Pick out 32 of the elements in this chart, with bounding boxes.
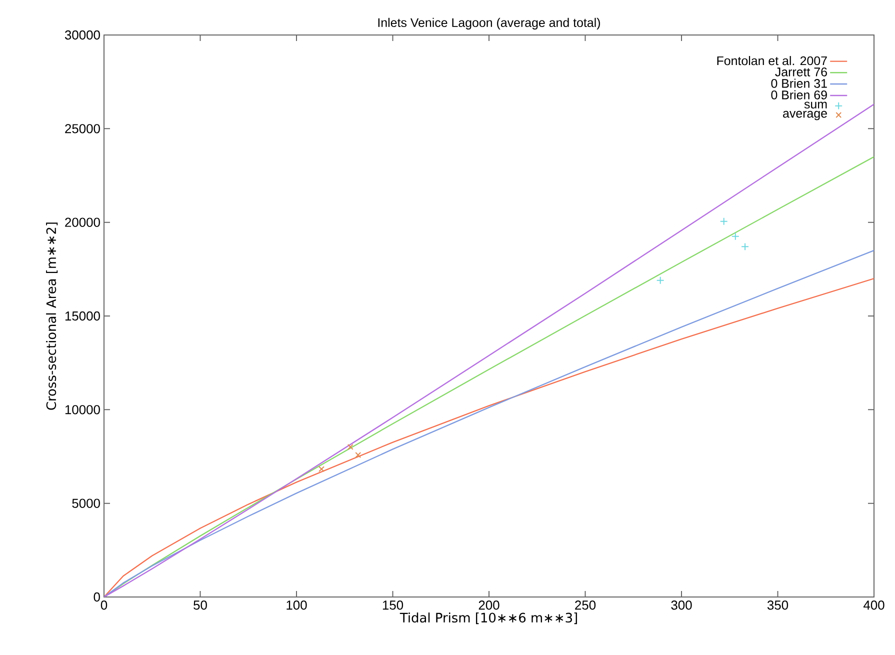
legend-label: 0 Brien 31 (771, 78, 827, 88)
point (656, 276, 664, 284)
x-axis-title: Tidal Prism [10∗∗6 m∗∗3] (400, 612, 577, 624)
y-tick-label: 5000 (72, 498, 100, 508)
legend-label: sum (804, 102, 827, 109)
x-tick-label: 50 (194, 600, 207, 610)
point (741, 242, 750, 251)
x-tick-label: 200 (478, 600, 500, 610)
x-tick-label: 0 (100, 600, 108, 610)
y-tick-label: 25000 (65, 124, 100, 134)
x-tick-label: 300 (671, 600, 692, 610)
y-tick-label: 10000 (65, 405, 100, 414)
legend-label: Fontolan et al. 2007 (717, 56, 827, 66)
y-tick-label: 15000 (65, 311, 100, 321)
y-axis-title: Cross-sectional Area [m∗∗2] (46, 222, 58, 410)
x-tick-label: 400 (863, 600, 884, 610)
point (347, 444, 354, 450)
y-tick-label: 0 (94, 592, 100, 602)
point (318, 466, 324, 472)
x-tick-label: 350 (767, 600, 788, 610)
x-tick-label: 250 (575, 600, 596, 610)
legend-label: average (783, 110, 827, 120)
legend-label: Jarrett 76 (775, 68, 827, 76)
point (731, 232, 740, 240)
point (355, 452, 362, 458)
x-tick-label: 150 (382, 600, 404, 610)
chart-title: Inlets Venice Lagoon (average and total) (378, 18, 600, 30)
point (720, 217, 728, 226)
legend-label: 0 Brien 69 (771, 90, 827, 100)
y-tick-label: 30000 (64, 30, 100, 40)
y-tick-label: 20000 (65, 218, 100, 227)
x-tick-label: 100 (286, 600, 307, 610)
